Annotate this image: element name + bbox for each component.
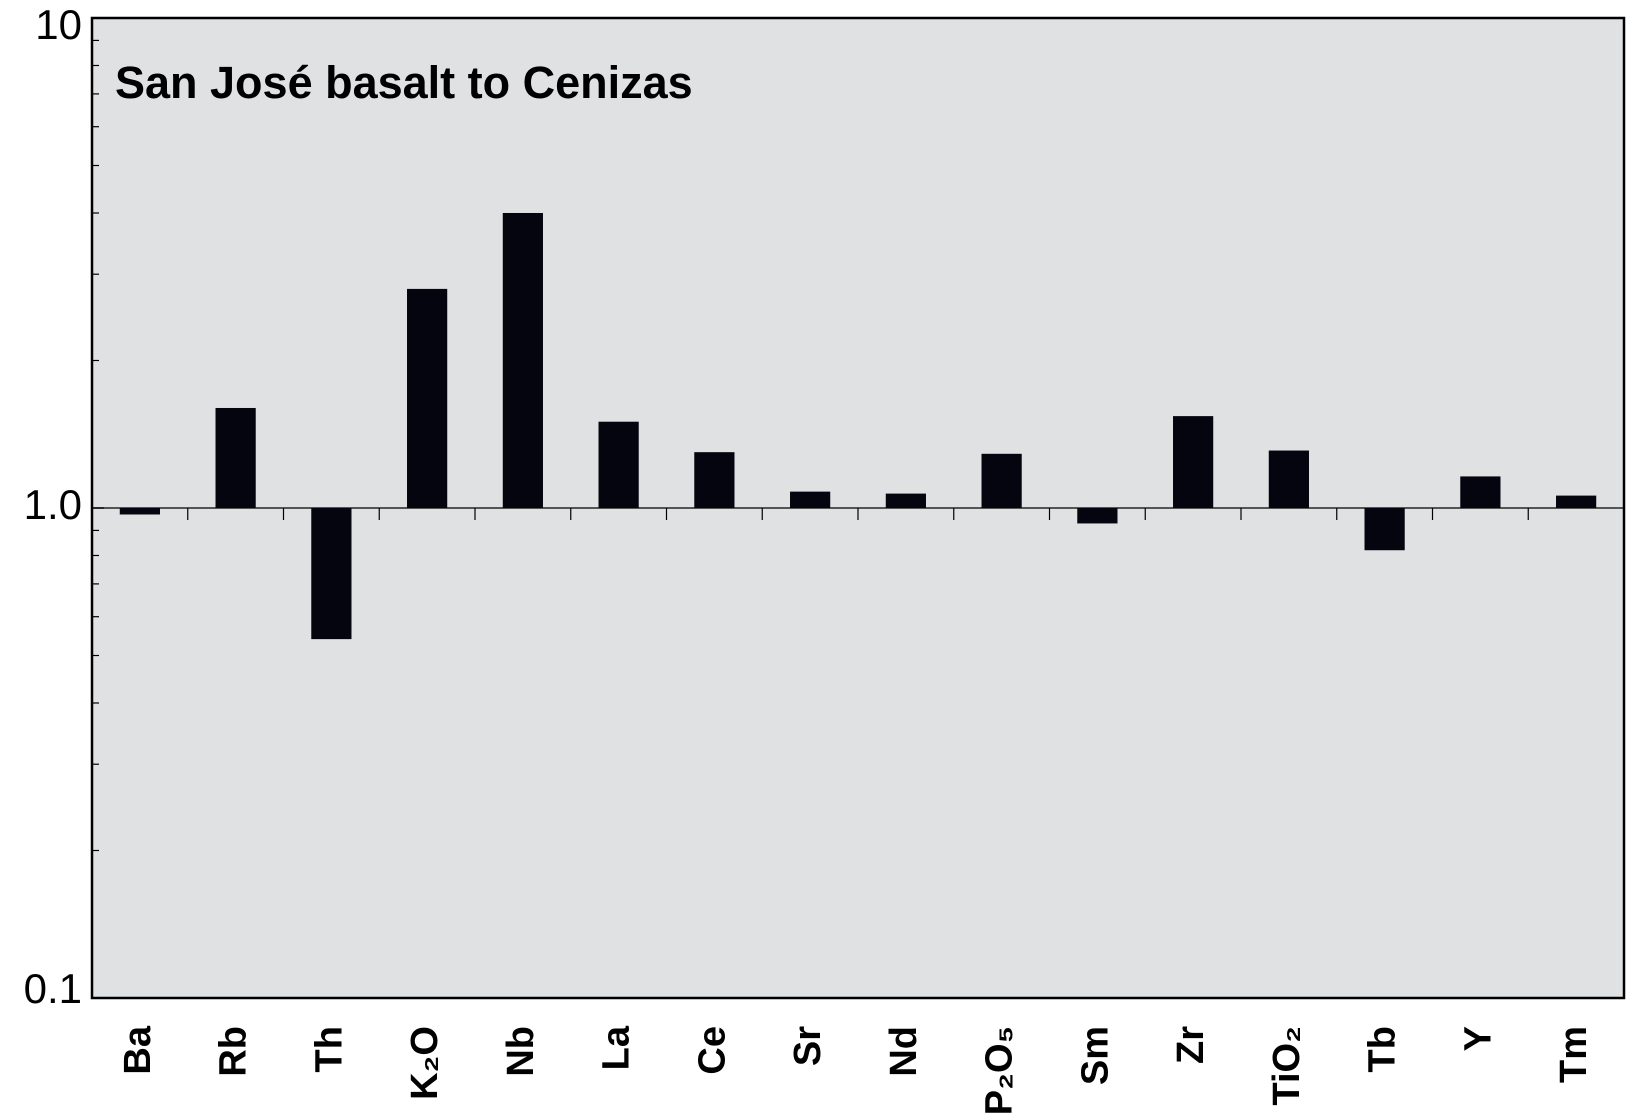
x-tick-label: Tb: [1362, 1026, 1404, 1072]
bar: [311, 508, 352, 640]
x-tick-label: La: [596, 1025, 638, 1070]
x-tick-label: Nd: [883, 1026, 925, 1077]
bar: [1556, 495, 1597, 508]
y-tick-label: 1.0: [24, 481, 82, 528]
bar: [502, 212, 543, 508]
bar: [1460, 476, 1501, 508]
y-tick-label: 10: [35, 1, 82, 48]
x-tick-label: Y: [1457, 1026, 1499, 1051]
x-tick-label: Nb: [500, 1026, 542, 1077]
bar: [1364, 508, 1405, 551]
bar: [1173, 416, 1214, 508]
bar: [598, 421, 639, 508]
x-tick-label: Tm: [1553, 1026, 1595, 1083]
x-tick-label: Sr: [787, 1026, 829, 1066]
bar: [981, 453, 1022, 508]
x-tick-label: Ce: [691, 1026, 733, 1075]
x-tick-label: Sm: [1074, 1026, 1116, 1085]
bar: [1077, 508, 1118, 524]
x-tick-label: Zr: [1170, 1026, 1212, 1064]
x-tick-label: Ba: [117, 1025, 159, 1074]
bar: [790, 491, 831, 508]
x-tick-label: K₂O: [404, 1026, 446, 1100]
x-tick-label: TiO₂: [1266, 1026, 1308, 1106]
chart-title: San José basalt to Cenizas: [115, 57, 693, 108]
bar: [407, 288, 448, 508]
x-tick-label: P₂O₅: [979, 1026, 1021, 1115]
bar: [885, 493, 926, 508]
bar: [215, 407, 256, 508]
x-tick-label: Th: [308, 1026, 350, 1072]
bar: [1268, 450, 1309, 508]
x-tick-label: Rb: [213, 1026, 255, 1077]
bar: [119, 508, 160, 515]
y-tick-label: 0.1: [24, 965, 82, 1012]
bar: [694, 452, 735, 508]
plot-frame: [90, 16, 1626, 1000]
